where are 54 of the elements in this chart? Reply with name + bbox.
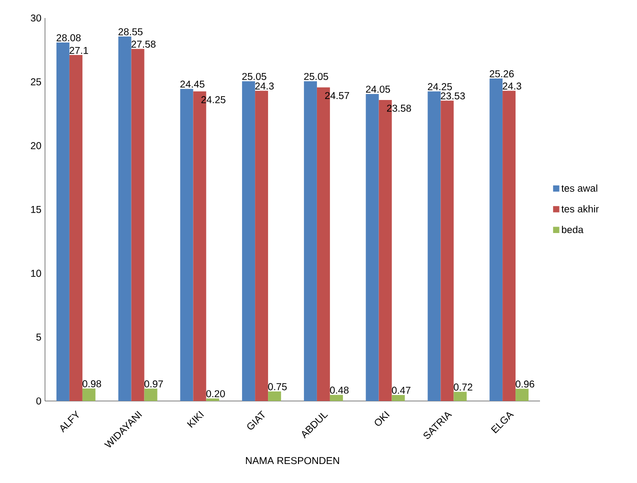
data-label: 0.48 (330, 386, 349, 394)
data-label: 27.58 (132, 40, 156, 48)
bar (118, 36, 132, 401)
bar (242, 81, 256, 401)
legend-label: tes awal (561, 184, 598, 192)
bar (366, 94, 379, 401)
bar (304, 81, 317, 401)
bar (180, 88, 194, 401)
bar (82, 388, 96, 401)
data-label: 0.98 (82, 380, 102, 388)
data-label: 24.05 (366, 86, 390, 93)
data-label: 24.45 (180, 80, 204, 88)
y-tick-label: 20 (30, 142, 42, 150)
data-label: 24.3 (502, 82, 522, 90)
y-tick-label: 0 (36, 397, 42, 405)
data-label: 0.96 (516, 380, 534, 388)
y-tick-label: 10 (31, 270, 42, 277)
bar (330, 394, 343, 401)
y-tick-label: 15 (31, 206, 42, 213)
data-label: 0.20 (206, 390, 225, 398)
data-label: 23.53 (440, 92, 465, 100)
bar (454, 392, 467, 401)
bar (268, 391, 282, 401)
bar (69, 55, 82, 401)
bar (255, 90, 268, 401)
bar (502, 90, 516, 401)
y-tick-label: 25 (30, 78, 42, 86)
data-label: 0.72 (454, 384, 472, 391)
bar (516, 388, 529, 401)
bar (144, 388, 158, 401)
data-label: 0.75 (268, 383, 287, 390)
data-label: 25.26 (490, 70, 514, 78)
legend-label: beda (562, 226, 584, 234)
x-tick-label: OKI (374, 410, 390, 426)
data-label: 0.97 (144, 380, 163, 388)
data-label: 25.05 (242, 72, 266, 80)
data-label: 25.05 (304, 72, 328, 80)
bar (56, 42, 70, 401)
data-label: 0.47 (392, 386, 410, 394)
y-tick-label: 5 (36, 334, 42, 341)
data-label: 28.55 (118, 28, 143, 36)
bar (131, 48, 144, 401)
data-label: 24.25 (428, 83, 452, 90)
bar (392, 395, 405, 401)
legend-label: tes akhir (561, 205, 599, 212)
bar (206, 398, 220, 401)
bar (440, 100, 454, 401)
bar (428, 91, 441, 401)
data-label: 27.1 (70, 46, 88, 54)
bar (490, 78, 503, 401)
x-axis-title: NAMA RESPONDEN (246, 457, 340, 464)
data-label: 24.3 (255, 82, 274, 90)
data-label: 28.08 (56, 34, 81, 42)
y-tick-label: 30 (30, 14, 42, 22)
